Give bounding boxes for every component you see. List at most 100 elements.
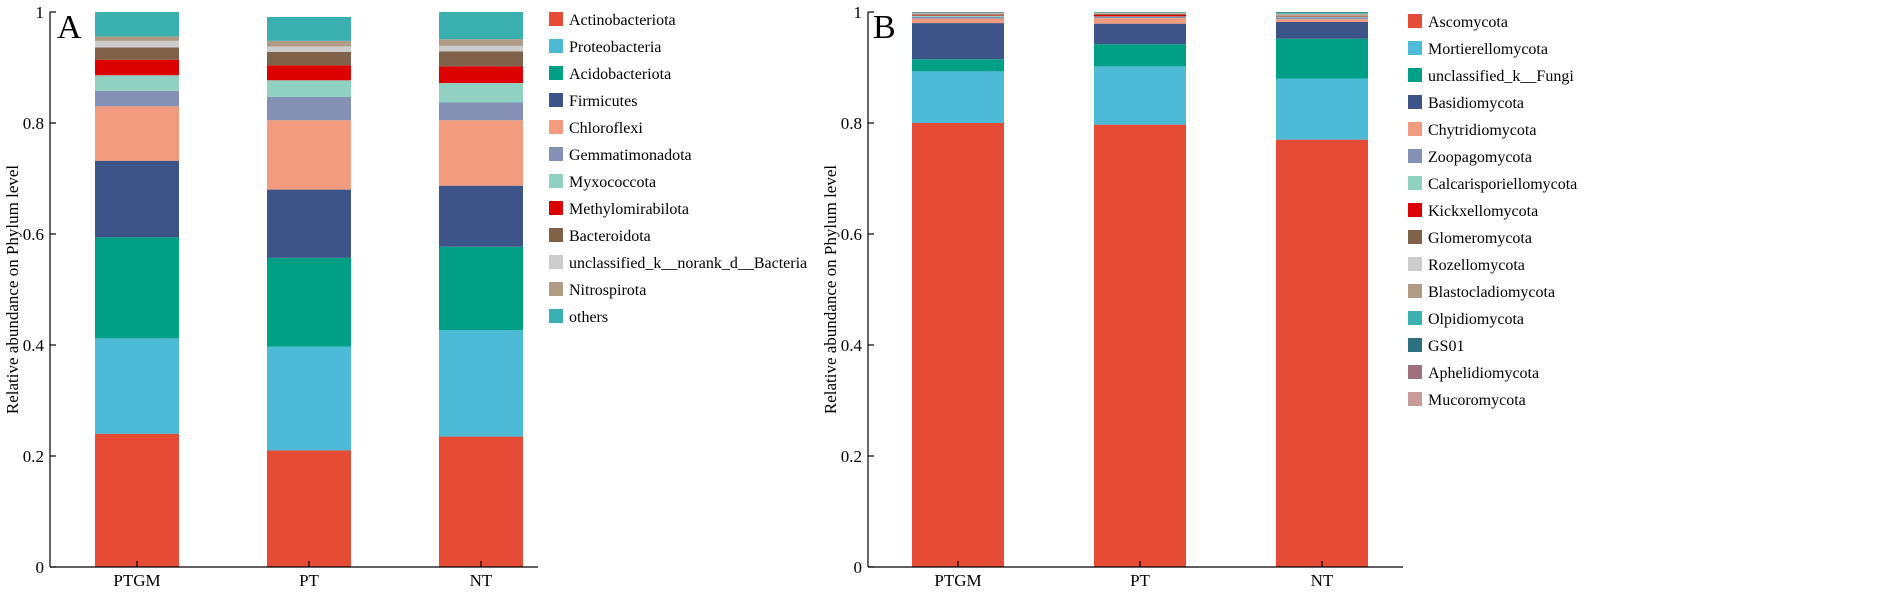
bar-segment: [912, 23, 1004, 60]
legend-label: Actinobacteriota: [569, 12, 676, 29]
legend-swatch: [549, 255, 563, 269]
bar-segment: [912, 15, 1004, 16]
bar-segment: [1094, 14, 1186, 17]
panel-b: 0 0.2 0.4 0.6 0.8 1 PTGM PT NT Relative abundance…: [821, 3, 1577, 590]
x-tick-label: NT: [470, 571, 493, 590]
bar-segment: [1094, 13, 1186, 14]
legend-label: Mucoromycota: [1428, 392, 1526, 409]
y-tick-label: 0: [36, 558, 45, 577]
bar-segment: [439, 66, 523, 84]
bar-segment: [912, 15, 1004, 17]
legend-label: Bacteroidota: [569, 228, 651, 245]
legend-label: Blastocladiomycota: [1428, 284, 1555, 301]
bar-segment: [1094, 18, 1186, 24]
legend-swatch: [549, 120, 563, 134]
bar-segment: [439, 436, 523, 567]
legend-swatch: [549, 93, 563, 107]
y-tick-label: 0.8: [23, 114, 44, 133]
bar-segment: [912, 14, 1004, 16]
legend-label: unclassified_k__norank_d__Bacteria: [569, 255, 807, 272]
bar-segment: [439, 330, 523, 437]
bar-segment: [267, 51, 351, 66]
y-tick-label: 0.2: [841, 447, 862, 466]
legend-label: unclassified_k__Fungi: [1428, 68, 1574, 85]
y-tick-label: 0.6: [23, 225, 44, 244]
bar-segment: [1094, 13, 1186, 15]
legend-swatch: [549, 39, 563, 53]
legend-swatch: [1408, 284, 1422, 298]
bar-segment: [912, 71, 1004, 123]
legend-label: Acidobacteriota: [569, 66, 671, 83]
bar-segment: [1276, 14, 1368, 16]
legend-label: Rozellomycota: [1428, 257, 1525, 274]
bar-segment: [1276, 16, 1368, 18]
legend-swatch: [1408, 338, 1422, 352]
bar-segment: [95, 237, 179, 339]
bar-segment: [267, 346, 351, 451]
bar-segment: [95, 12, 179, 37]
legend-swatch: [549, 66, 563, 80]
bar-segment: [267, 46, 351, 52]
bar-segment: [1276, 19, 1368, 22]
panel-a: 0 0.2 0.4 0.6 0.8 1 PTGM PT NT Relative abundance…: [3, 3, 807, 590]
legend-label: Myxococcota: [569, 174, 656, 191]
bar-segment: [267, 80, 351, 97]
y-axis-label: Relative abundance on Phylum level: [821, 165, 840, 415]
bar-segment: [1276, 21, 1368, 39]
y-tick-label: 0.2: [23, 447, 44, 466]
legend-label: Chloroflexi: [569, 120, 643, 137]
legend-swatch: [1408, 122, 1422, 136]
bar-segment: [1276, 139, 1368, 567]
y-tick-label: 1: [36, 3, 45, 22]
y-tick-label: 0.4: [23, 336, 45, 355]
legend-label: Kickxellomycota: [1428, 203, 1538, 220]
bar-segment: [439, 185, 523, 247]
bar-segment: [912, 18, 1004, 24]
legend-swatch: [1408, 176, 1422, 190]
bar-segment: [439, 45, 523, 52]
legend-label: Gemmatimonadota: [569, 147, 692, 164]
legend-label: Methylomirabilota: [569, 201, 689, 218]
bar-segment: [1094, 23, 1186, 45]
bar-segment: [912, 123, 1004, 567]
bar-segment: [95, 40, 179, 48]
bar-segment: [1276, 12, 1368, 14]
bar-segment: [1094, 16, 1186, 17]
bar-segment: [912, 59, 1004, 72]
bar-segment: [267, 40, 351, 47]
bar-segment: [95, 106, 179, 161]
y-tick-label: 0: [854, 558, 863, 577]
legend-swatch: [549, 12, 563, 26]
bar-segment: [95, 36, 179, 41]
panel-letter: A: [57, 9, 82, 46]
bar-segment: [267, 96, 351, 121]
y-tick-label: 0.6: [841, 225, 862, 244]
legend-swatch: [1408, 311, 1422, 325]
x-tick-label: PTGM: [113, 571, 160, 590]
bar-segment: [912, 12, 1004, 13]
legend-swatch: [1408, 95, 1422, 109]
bar-segment: [439, 39, 523, 46]
legend-label: Mortierellomycota: [1428, 41, 1548, 58]
bar-segment: [267, 16, 351, 41]
bar-segment: [95, 433, 179, 567]
bar-segment: [912, 13, 1004, 14]
bar-segment: [267, 189, 351, 258]
bar-segment: [267, 450, 351, 567]
panel-letter: B: [873, 9, 896, 46]
bar-segment: [95, 160, 179, 238]
legend-label: Aphelidiomycota: [1428, 365, 1539, 382]
bar-segment: [1276, 15, 1368, 17]
legend-label: Nitrospirota: [569, 282, 646, 299]
legend-swatch: [549, 201, 563, 215]
x-tick-label: PTGM: [934, 571, 981, 590]
x-tick-label: PT: [1130, 571, 1150, 590]
legend-swatch: [549, 309, 563, 323]
bar-segment: [95, 59, 179, 76]
legend-label: Proteobacteria: [569, 39, 661, 56]
x-tick-label: PT: [299, 571, 319, 590]
bar-segment: [95, 47, 179, 60]
bar-segment: [1276, 78, 1368, 140]
bar-segment: [912, 12, 1004, 14]
